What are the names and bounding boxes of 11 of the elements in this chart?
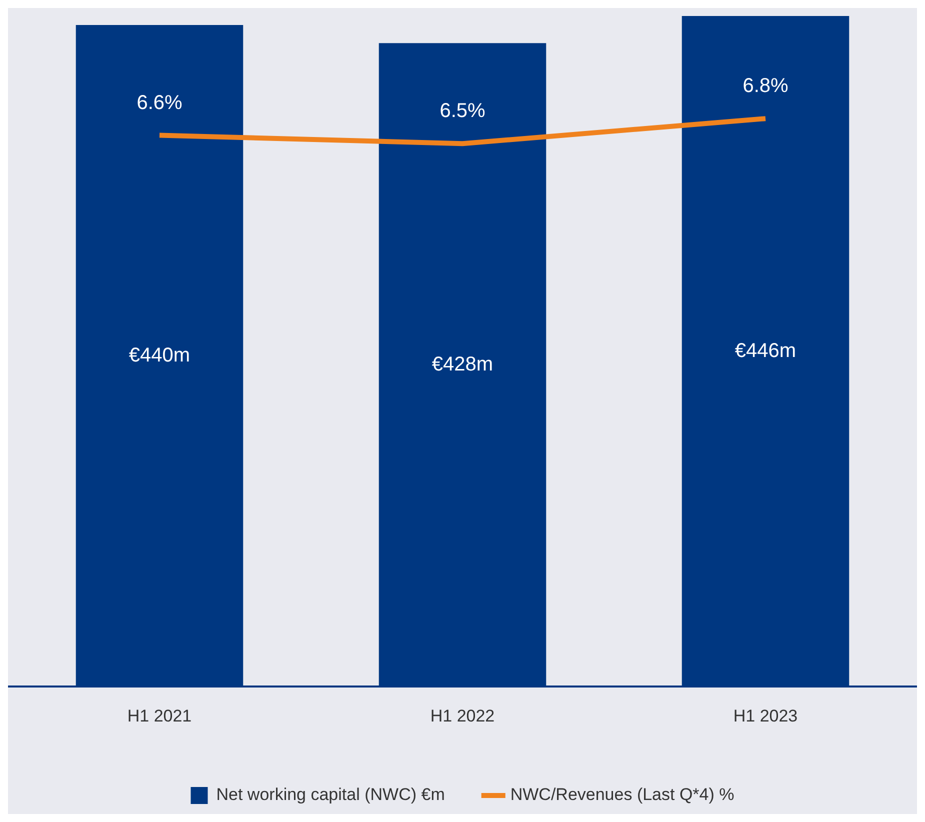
data-label: 6.5% bbox=[440, 100, 486, 122]
x-tick-label: H1 2021 bbox=[127, 706, 192, 726]
data-label: 6.6% bbox=[136, 92, 183, 114]
data-label: 6.8% bbox=[742, 75, 789, 98]
legend-label: Net working capital (NWC) €m bbox=[216, 785, 445, 804]
x-tick-label: H1 2022 bbox=[430, 706, 495, 726]
data-label: €428m bbox=[432, 353, 494, 376]
x-tick-label: H1 2023 bbox=[733, 706, 798, 726]
legend-label: NWC/Revenues (Last Q*4) % bbox=[510, 785, 734, 804]
data-label: €440m bbox=[128, 344, 190, 366]
data-label: €446m bbox=[734, 340, 796, 362]
